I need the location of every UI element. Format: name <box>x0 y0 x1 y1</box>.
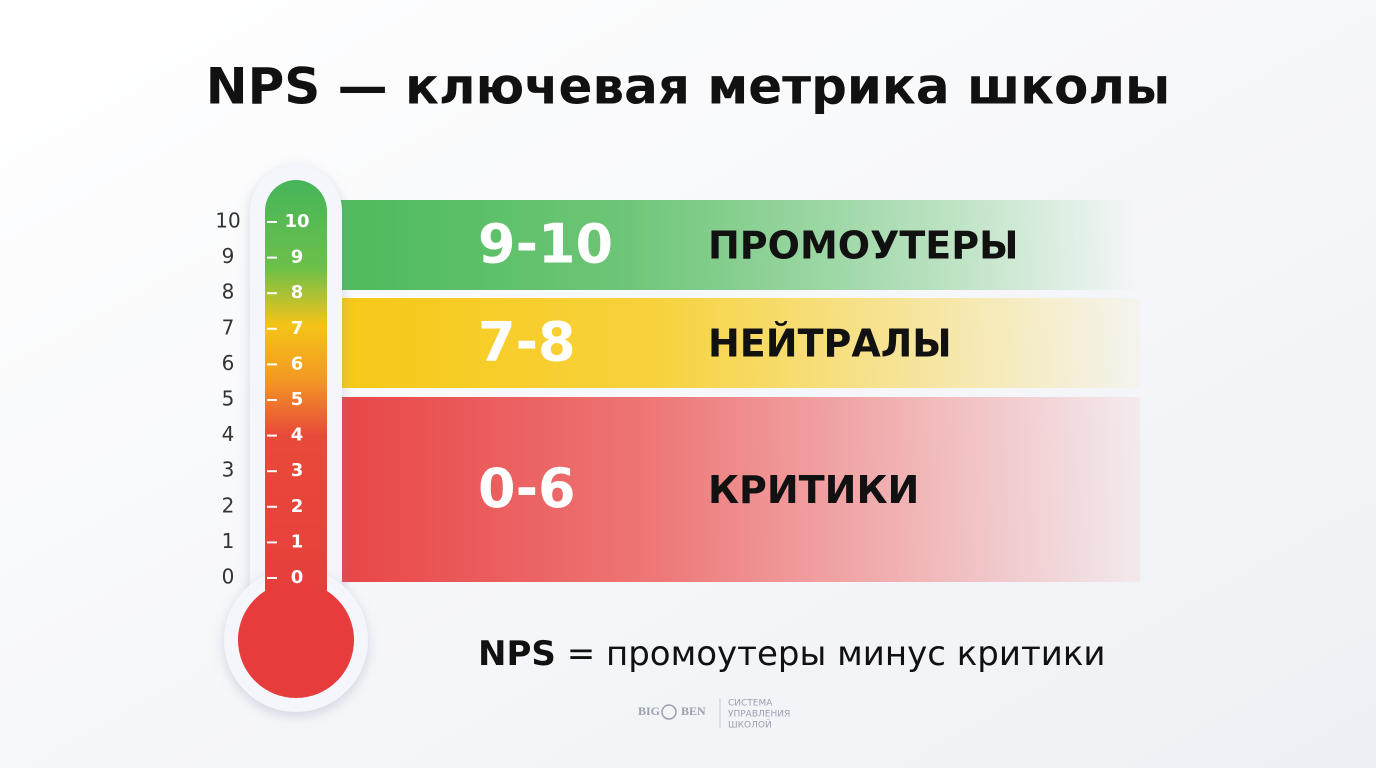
formula: NPS = промоутеры минус критики <box>478 634 1105 674</box>
logo-line: ШКОЛОЙ <box>728 719 772 731</box>
thermometer-bulb <box>238 582 354 698</box>
logo: BIG BEN СИСТЕМА УПРАВЛЕНИЯ ШКОЛОЙ <box>638 698 790 731</box>
inner-scale-label: 7 <box>291 318 304 339</box>
outer-scale-label: 0 <box>222 565 235 589</box>
scales: 0 1 2 3 4 5 6 7 8 9 10 0 1 2 3 4 5 6 7 8 9 10 <box>215 209 309 589</box>
inner-scale-label: 10 <box>284 211 309 232</box>
inner-scale-label: 1 <box>291 531 304 552</box>
outer-scale-label: 2 <box>222 493 235 517</box>
logo-line: СИСТЕМА <box>728 699 773 709</box>
inner-scale-label: 6 <box>291 353 304 374</box>
logo-right: BEN <box>681 704 706 718</box>
inner-scale-label: 8 <box>291 282 304 303</box>
inner-scale-label: 3 <box>291 460 304 481</box>
outer-scale-label: 3 <box>222 458 235 482</box>
inner-scale-label: 4 <box>291 425 304 446</box>
inner-scale-label: 9 <box>291 247 304 268</box>
formula-text: = промоутеры минус критики <box>567 634 1106 674</box>
outer-scale-label: 8 <box>222 280 235 304</box>
band <box>330 200 1140 290</box>
outer-scale-label: 9 <box>222 244 235 268</box>
logo-icon <box>661 704 677 720</box>
outer-scale-label: 1 <box>222 529 235 553</box>
logo-left: BIG <box>638 704 660 718</box>
band-label: НЕЙТРАЛЫ <box>708 322 952 366</box>
outer-scale-label: 5 <box>222 387 235 411</box>
band-label: ПРОМОУТЕРЫ <box>708 224 1018 268</box>
inner-scale-label: 2 <box>291 496 304 517</box>
thermometer-tube <box>265 180 327 620</box>
logo-line: УПРАВЛЕНИЯ <box>728 710 790 720</box>
inner-scale-label: 5 <box>291 389 304 410</box>
thermometer <box>224 165 368 712</box>
band-range: 9-10 <box>478 213 613 276</box>
outer-scale-label: 6 <box>222 351 235 375</box>
band <box>330 298 1140 388</box>
band <box>330 397 1140 582</box>
title: NPS — ключевая метрика школы <box>206 58 1171 116</box>
outer-scale-label: 7 <box>222 315 235 339</box>
formula-term: NPS <box>478 634 556 674</box>
outer-scale-label: 10 <box>215 209 240 233</box>
bands: 9-10 ПРОМОУТЕРЫ 7-8 НЕЙТРАЛЫ 0-6 КРИТИКИ <box>330 200 1140 582</box>
outer-scale-label: 4 <box>222 422 235 446</box>
inner-scale-label: 0 <box>291 567 304 588</box>
band-range: 7-8 <box>478 311 576 374</box>
band-label: КРИТИКИ <box>708 468 919 512</box>
band-range: 0-6 <box>478 457 576 520</box>
